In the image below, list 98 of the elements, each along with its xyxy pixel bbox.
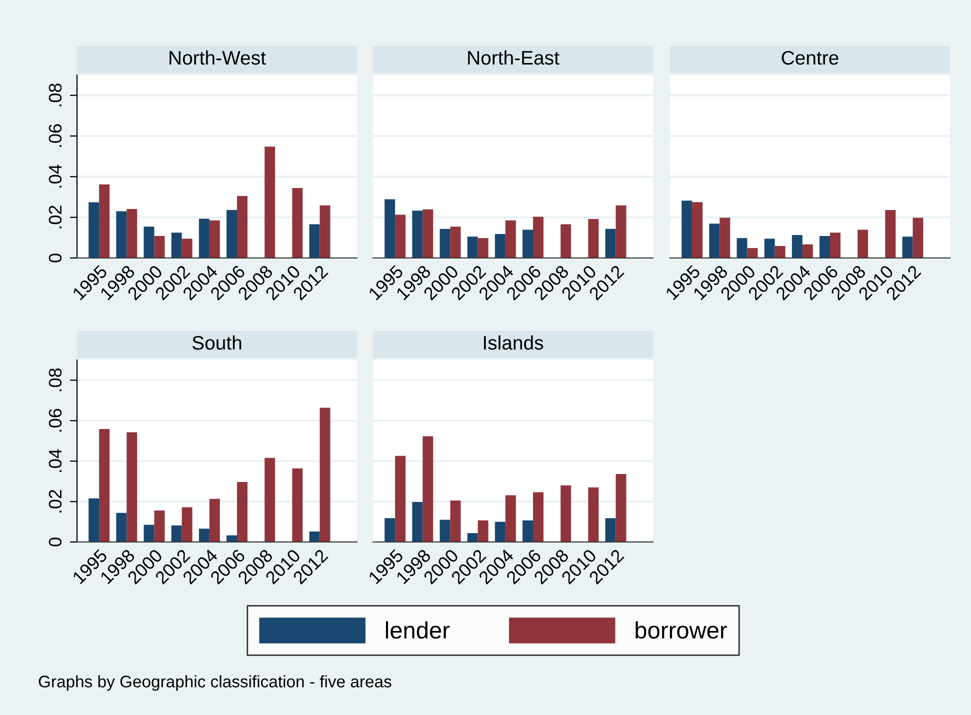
bar (605, 518, 616, 542)
bar (912, 218, 924, 258)
bar (505, 220, 516, 258)
bar (126, 208, 138, 258)
bar (616, 474, 626, 542)
bar (126, 432, 138, 542)
bar (226, 210, 237, 258)
bar (764, 238, 775, 258)
y-tick-label: .02 (48, 206, 62, 228)
bar (802, 244, 813, 258)
bar (736, 238, 748, 258)
bar (116, 512, 127, 542)
bar (422, 436, 434, 542)
bar (616, 205, 626, 258)
bar (494, 522, 506, 542)
bar (505, 495, 516, 542)
bar (182, 507, 192, 542)
bar (533, 216, 544, 258)
bar (533, 492, 544, 542)
y-tick-label: .06 (48, 124, 62, 147)
bar (450, 226, 461, 258)
bar (885, 210, 896, 258)
legend-label: borrower (636, 621, 727, 639)
bar (494, 234, 506, 258)
bar (395, 214, 406, 258)
y-tick-label: 0 (48, 538, 62, 546)
bar (264, 458, 276, 542)
bar (99, 184, 110, 258)
chart-title: North-West (170, 50, 266, 65)
chart-title: North-East (468, 50, 560, 65)
bar (747, 248, 758, 258)
bar (605, 228, 616, 258)
bar (858, 230, 868, 258)
bar (309, 531, 320, 542)
bar (320, 205, 330, 258)
bar (209, 220, 220, 258)
legend-label: lender (386, 621, 450, 639)
y-tick-label: .04 (48, 164, 62, 188)
bar (440, 228, 450, 258)
y-tick-label: .08 (48, 368, 62, 392)
bar (412, 210, 423, 258)
bar (116, 211, 127, 258)
bar (830, 232, 840, 258)
bar (902, 236, 913, 258)
bar (395, 456, 406, 542)
bar (412, 502, 423, 542)
bar (467, 236, 478, 258)
y-tick-label: .06 (48, 408, 62, 432)
bar (144, 226, 154, 258)
bar (384, 518, 396, 542)
bar (560, 485, 572, 542)
bar (588, 487, 599, 542)
bar (709, 224, 720, 258)
bar (171, 232, 182, 258)
bar (522, 520, 533, 542)
bar (320, 408, 330, 542)
bar (198, 218, 210, 258)
bar (292, 468, 303, 542)
y-tick-label: .04 (48, 449, 62, 472)
bar (588, 218, 599, 258)
bar (774, 246, 786, 258)
bar (560, 224, 572, 258)
bar (467, 533, 478, 542)
bar (384, 199, 396, 258)
chart-title: South (192, 335, 242, 350)
bar (478, 238, 488, 258)
bar (692, 202, 703, 258)
chart-title: Centre (782, 50, 838, 65)
bar (237, 196, 248, 258)
bar (209, 498, 220, 542)
bar (182, 238, 192, 258)
y-tick-label: .02 (48, 490, 62, 512)
bar (682, 200, 692, 258)
bar (154, 510, 165, 542)
bar (820, 236, 830, 258)
bar (264, 146, 276, 258)
bar (171, 525, 182, 542)
bar (422, 209, 434, 258)
bar (154, 236, 165, 258)
y-tick-label: .08 (48, 84, 62, 106)
bar (144, 524, 154, 542)
bar (88, 202, 100, 258)
bar (309, 224, 320, 258)
bar (198, 528, 210, 542)
bar (720, 218, 730, 258)
bar (292, 188, 303, 258)
bar (522, 230, 533, 258)
bar (226, 535, 237, 542)
bar (237, 482, 248, 542)
bar (792, 235, 802, 258)
bar (478, 520, 488, 542)
bar (450, 500, 461, 542)
chart-title: Islands (484, 335, 544, 350)
bar (99, 428, 110, 542)
text: Graphs by Geographic classification - five areas (38, 675, 392, 691)
bar (440, 520, 450, 542)
y-tick-label: 0 (48, 254, 62, 262)
bar (88, 498, 100, 542)
